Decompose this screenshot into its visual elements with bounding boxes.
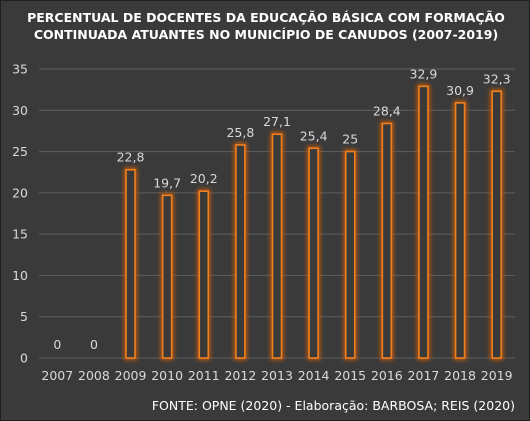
x-axis-ticks: 2007 2008 2009 2010 2011 2012 2013 2014 2015 2016… — [41, 368, 512, 383]
x-tick-label-2007: 2007 — [41, 368, 73, 383]
y-tick-label-15: 15 — [12, 227, 28, 242]
bars — [124, 84, 504, 361]
y-tick-label-35: 35 — [12, 62, 28, 77]
data-label-2013: 27,1 — [263, 114, 291, 129]
data-label-2010: 19,7 — [153, 175, 181, 190]
source-note: FONTE: OPNE (2020) - Elaboração: BARBOSA… — [152, 398, 515, 413]
data-label-2015: 25 — [342, 132, 358, 147]
y-tick-label-0: 0 — [20, 351, 28, 366]
y-tick-label-10: 10 — [12, 268, 28, 283]
data-label-2016: 28,4 — [373, 103, 401, 118]
bar-2011 — [198, 190, 210, 359]
data-label-2017: 32,9 — [410, 66, 438, 81]
data-label-2011: 20,2 — [190, 171, 218, 186]
bar-2018 — [454, 102, 466, 359]
data-labels: 0 0 22,8 19,7 20,2 25,8 27,1 25,4 25 28,4 32,9 30,9… — [53, 66, 510, 352]
x-tick-label-2008: 2008 — [78, 368, 110, 383]
data-label-2007: 0 — [53, 337, 61, 352]
x-tick-label-2012: 2012 — [224, 368, 256, 383]
y-tick-label-30: 30 — [12, 103, 28, 118]
data-label-2019: 32,3 — [483, 71, 511, 86]
bar-2012 — [235, 144, 246, 359]
x-tick-label-2016: 2016 — [371, 368, 403, 383]
bar-2013 — [271, 133, 283, 359]
bar-2019 — [491, 90, 502, 359]
bar-2015 — [344, 150, 356, 359]
y-axis-ticks: 0 5 10 15 20 25 30 35 — [12, 62, 28, 366]
x-tick-label-2018: 2018 — [444, 368, 476, 383]
chart-title-line-1: PERCENTUAL DE DOCENTES DA EDUCAÇÃO BÁSIC… — [27, 10, 505, 25]
x-tick-label-2017: 2017 — [408, 368, 440, 383]
y-tick-label-20: 20 — [12, 185, 28, 200]
x-tick-label-2011: 2011 — [188, 368, 220, 383]
bar-2010 — [161, 194, 173, 359]
y-tick-label-25: 25 — [12, 144, 28, 159]
x-tick-label-2015: 2015 — [334, 368, 366, 383]
data-label-2009: 22,8 — [117, 150, 145, 165]
bar-2016 — [381, 122, 393, 359]
bar-2014 — [308, 147, 319, 359]
data-label-2012: 25,8 — [226, 125, 254, 140]
y-tick-label-5: 5 — [20, 309, 28, 324]
chart-title-line-2: CONTINUADA ATUANTES NO MUNICÍPIO DE CANU… — [34, 27, 498, 42]
bar-2017 — [418, 85, 429, 359]
x-tick-label-2019: 2019 — [481, 368, 513, 383]
data-label-2008: 0 — [90, 337, 98, 352]
x-tick-label-2014: 2014 — [298, 368, 330, 383]
bar-2009 — [125, 168, 136, 359]
x-tick-label-2010: 2010 — [151, 368, 183, 383]
x-tick-label-2009: 2009 — [115, 368, 147, 383]
data-label-2014: 25,4 — [300, 128, 328, 143]
x-tick-label-2013: 2013 — [261, 368, 293, 383]
data-label-2018: 30,9 — [446, 83, 474, 98]
